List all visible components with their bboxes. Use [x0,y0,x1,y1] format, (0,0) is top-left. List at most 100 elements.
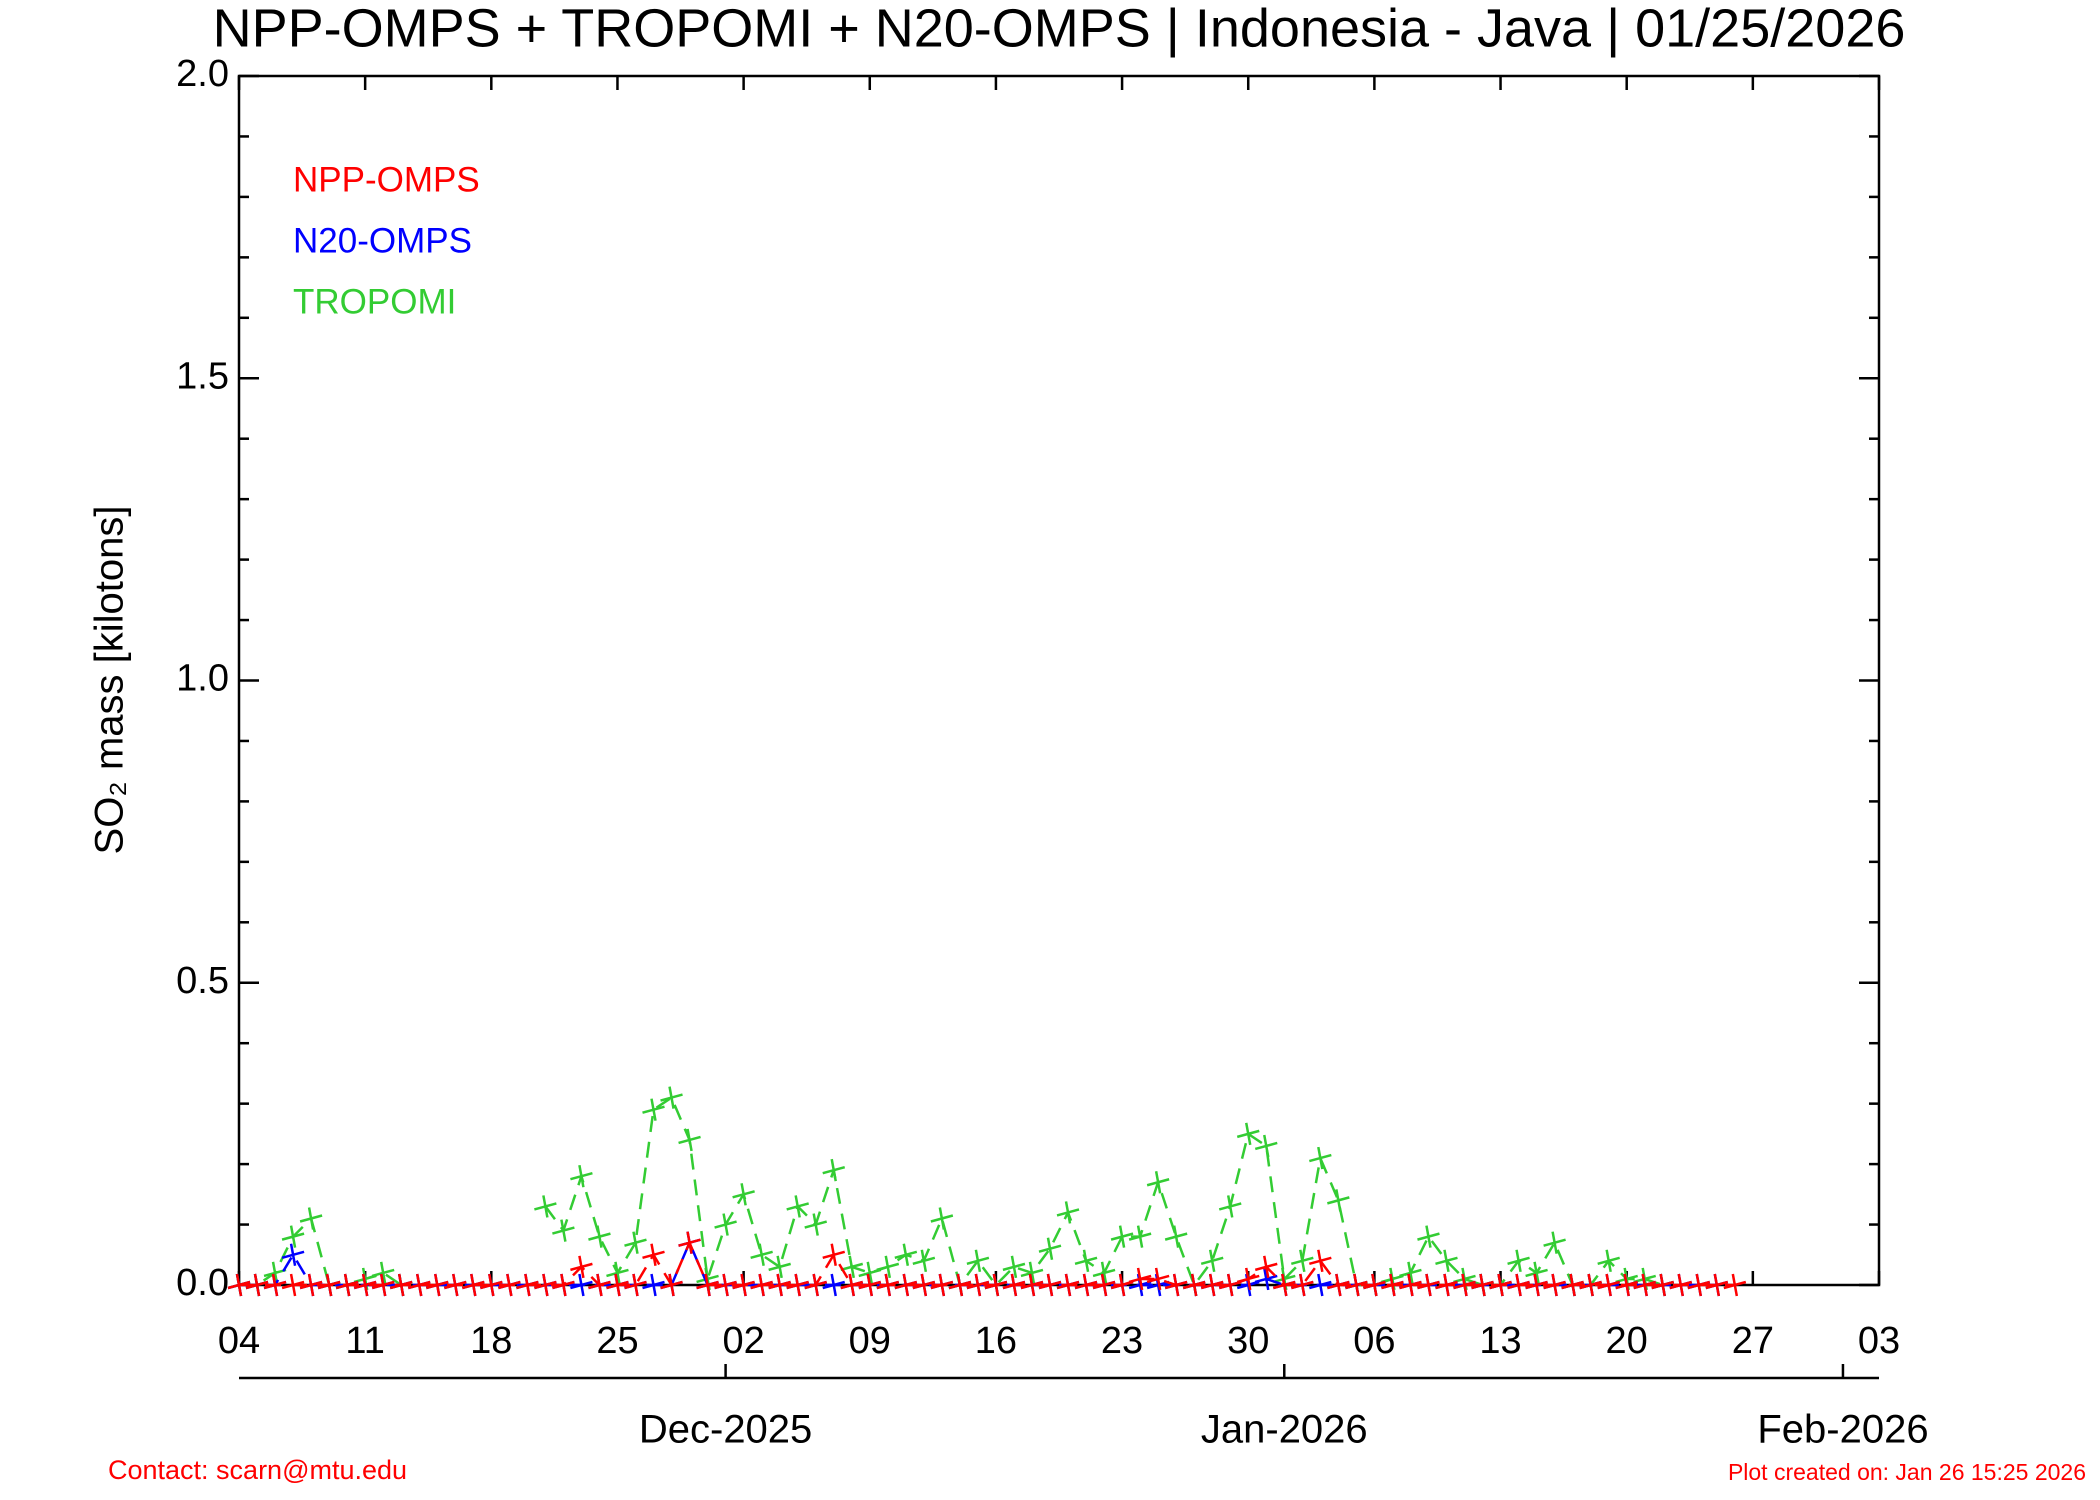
point-marker [1633,1273,1657,1297]
point-marker [966,1249,990,1273]
point-marker [479,1273,503,1297]
point-marker [804,1213,828,1236]
point-marker [1489,1273,1512,1297]
y-axis-label: SO₂ mass [kilotons] [88,506,132,855]
point-marker [1128,1267,1152,1291]
point-marker [768,1255,791,1279]
month-label: Dec-2025 [639,1408,812,1452]
point-marker [1687,1273,1711,1297]
y-tick-label: 1.0 [176,658,229,700]
x-tick-label: 02 [722,1320,764,1362]
point-marker [660,1086,683,1109]
point-marker [1507,1249,1530,1273]
point-marker [1254,1255,1278,1279]
point-marker [624,1231,647,1254]
point-marker [552,1219,575,1242]
point-marker [461,1273,485,1297]
point-marker [1597,1273,1620,1297]
point-marker [1651,1273,1675,1297]
point-marker [1525,1273,1548,1297]
point-marker [1254,1267,1278,1291]
point-marker [624,1273,647,1297]
point-marker [1290,1273,1314,1297]
point-marker [1056,1273,1080,1297]
x-tick-label: 18 [470,1320,512,1362]
point-marker [786,1273,810,1297]
point-marker [1164,1225,1188,1248]
point-marker [570,1255,593,1279]
point-marker [606,1261,629,1285]
point-marker [678,1128,701,1152]
point-marker [1074,1249,1098,1273]
x-tick-label: 13 [1479,1320,1521,1362]
point-marker [1020,1261,1044,1285]
point-marker [425,1273,449,1297]
y-tick-label: 1.5 [176,355,229,397]
x-tick-label: 16 [975,1320,1017,1362]
point-marker [227,1273,251,1297]
point-marker [407,1273,431,1297]
point-marker [1579,1273,1602,1297]
point-marker [822,1273,846,1297]
point-marker [263,1261,287,1285]
point-marker [1290,1249,1314,1273]
point-marker [335,1273,359,1297]
point-marker [1272,1273,1296,1297]
point-marker [1164,1273,1188,1297]
point-marker [1182,1273,1206,1297]
point-marker [642,1098,665,1121]
point-marker [1453,1273,1476,1297]
point-marker [299,1207,323,1230]
point-marker [804,1273,828,1297]
legend-entry: N20-OMPS [293,221,472,260]
point-marker [1038,1273,1062,1297]
point-marker [371,1261,395,1285]
y-tick-label: 0.5 [176,960,229,1002]
point-marker [1399,1273,1422,1297]
point-marker [840,1273,864,1297]
point-marker [822,1243,846,1267]
point-marker [930,1273,954,1297]
point-marker [1074,1273,1098,1297]
point-marker [498,1273,521,1297]
point-marker [606,1273,629,1297]
point-marker [750,1273,773,1297]
point-marker [588,1273,611,1297]
point-marker [1561,1273,1584,1297]
point-marker [714,1213,737,1236]
point-marker [371,1273,395,1297]
point-marker [1363,1273,1386,1297]
point-marker [1146,1171,1170,1194]
point-marker [642,1273,665,1297]
point-marker [588,1225,611,1248]
point-marker [768,1273,791,1297]
point-marker [1381,1273,1404,1297]
point-marker [1417,1225,1440,1248]
point-marker [966,1273,990,1297]
point-marker [1002,1273,1026,1297]
point-marker [1308,1273,1332,1297]
point-marker [516,1273,539,1297]
x-tick-label: 03 [1858,1320,1900,1362]
point-marker [1308,1146,1332,1170]
point-marker [696,1273,719,1297]
point-marker [732,1183,755,1206]
y-tick-label: 2.0 [176,53,229,95]
point-marker [263,1273,287,1297]
point-marker [1200,1273,1224,1297]
point-marker [1146,1267,1170,1291]
point-marker [1723,1273,1747,1297]
point-marker [894,1243,918,1267]
point-marker [732,1273,755,1297]
x-tick-label: 20 [1606,1320,1648,1362]
point-marker [1327,1189,1350,1212]
point-marker [1435,1273,1458,1297]
point-marker [1435,1249,1458,1273]
point-marker [1615,1273,1639,1297]
x-tick-label: 30 [1227,1320,1269,1362]
x-tick-label: 11 [345,1320,384,1362]
point-marker [1705,1273,1729,1297]
point-marker [930,1207,954,1230]
x-tick-label: 04 [218,1320,260,1362]
